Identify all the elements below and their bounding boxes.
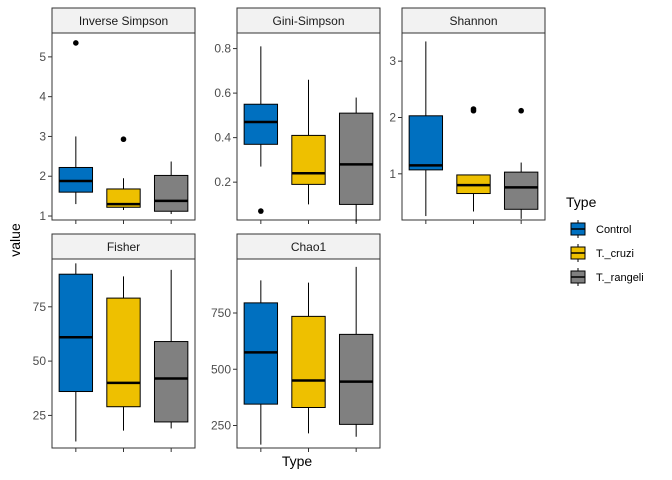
box-trangeli [153,161,189,224]
facet-panels: Inverse Simpson 1 2 3 4 5 Gini-Simpson 0.2 0.4 0.… [33,7,546,452]
iqr-box [153,174,189,212]
y-tick-label: 0.6 [214,86,231,100]
iqr-box [503,171,539,210]
box-control [243,280,279,452]
iqr-box [58,273,94,393]
x-axis-title: Type [282,453,313,469]
legend-label: Control [596,224,631,236]
box-trangeli [153,269,189,452]
outlier-point [120,136,127,143]
y-tick-label: 0.2 [214,175,231,189]
iqr-box [338,333,374,425]
outlier-point [258,208,264,214]
facet-strip-label: Inverse Simpson [79,14,168,28]
y-tick-label: 4 [39,90,46,104]
box-trangeli [338,266,374,452]
legend-title: Type [566,194,597,210]
iqr-box [106,297,141,408]
box-tcruzi [291,79,326,224]
box-control [243,46,279,224]
iqr-box [153,341,189,423]
facet-strip [51,7,196,34]
facet-strip-label: Shannon [449,14,497,28]
box-trangeli [338,97,374,224]
box-control [58,263,94,452]
outlier-point [470,106,477,112]
legend: Type Control T._cruzi T._rangeli [566,194,644,287]
box-tcruzi [291,282,326,452]
legend-label: T._cruzi [596,248,634,260]
iqr-box [408,115,444,171]
box-tcruzi [106,276,141,452]
y-tick-label: 500 [211,362,231,376]
box-tcruzi [106,136,141,224]
y-tick-label: 25 [33,408,47,422]
y-tick-label: 2 [389,110,396,124]
facet-panel: Gini-Simpson 0.2 0.4 0.6 0.8 [214,7,381,224]
y-tick-label: 75 [33,300,47,314]
y-tick-label: 250 [211,419,231,433]
y-tick-label: 3 [39,129,46,143]
outlier-point [73,40,79,46]
outlier-point [518,107,524,114]
legend-entry: T._cruzi [568,243,634,263]
y-tick-label: 1 [389,167,396,181]
iqr-box [338,112,374,205]
facet-panel: Inverse Simpson 1 2 3 4 5 [39,7,196,224]
legend-label: T._rangeli [596,272,644,284]
y-tick-label: 3 [389,54,396,68]
box-trangeli [503,107,539,224]
facet-panel: Chao1 250 500 750 [211,233,381,452]
facet-strip [236,233,381,260]
y-tick-label: 5 [39,50,46,64]
y-tick-label: 750 [211,306,231,320]
facet-strip-label: Gini-Simpson [272,14,344,28]
box-control [58,40,94,224]
facet-strip-label: Fisher [107,240,140,254]
facet-strip-label: Chao1 [291,240,327,254]
facet-panel: Fisher 25 50 75 [33,233,196,452]
facet-panel: Shannon 1 2 3 [389,7,546,224]
iqr-box [243,103,279,145]
iqr-box [291,134,326,185]
box-tcruzi [456,106,491,224]
box-control [408,41,444,224]
y-tick-label: 0.8 [214,42,231,56]
legend-entry: Control [568,219,631,239]
y-tick-label: 1 [39,209,46,223]
y-tick-label: 50 [33,354,47,368]
y-tick-label: 0.4 [214,131,231,145]
iqr-box [106,188,141,208]
iqr-box [291,315,326,408]
y-axis-title: value [7,223,23,257]
legend-entry: T._rangeli [568,267,644,287]
y-tick-label: 2 [39,169,46,183]
